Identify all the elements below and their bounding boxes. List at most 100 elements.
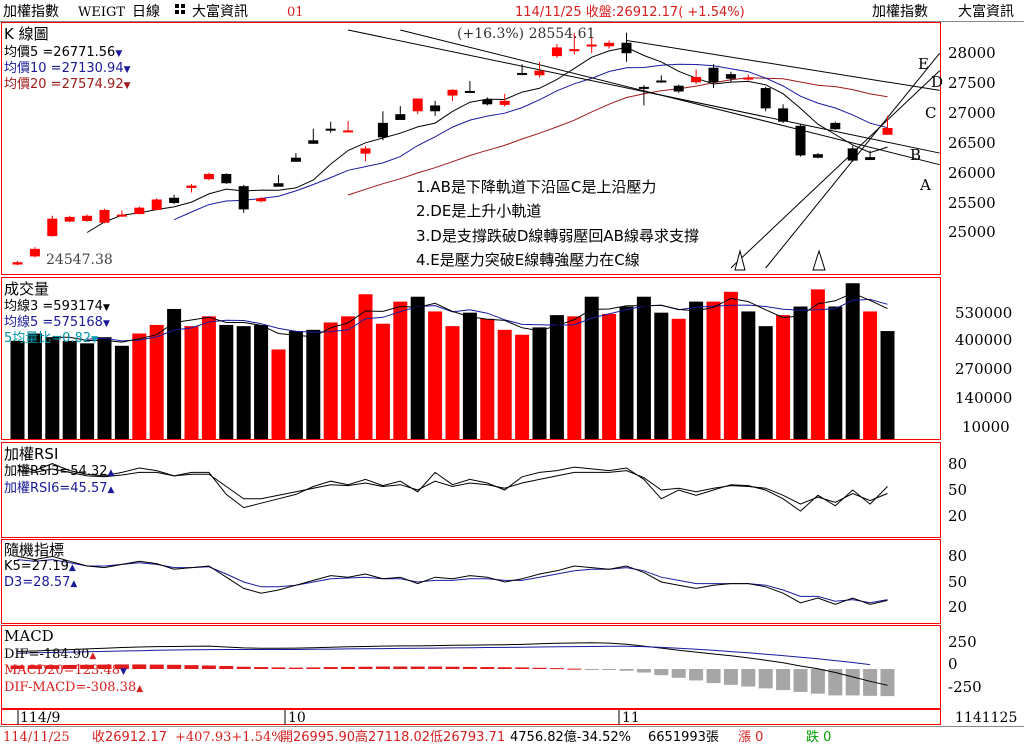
- macd-histogram-bar: [167, 664, 182, 669]
- dif-label: DIF=-184.90▲: [4, 647, 96, 662]
- macd-histogram-bar: [758, 669, 773, 689]
- volume-bar: [167, 308, 182, 439]
- macd-histogram-bar: [828, 669, 843, 696]
- candle-body: [656, 80, 667, 83]
- macd-histogram-bar: [880, 669, 895, 697]
- macd-legend: MACD DIF=-184.90▲ MACD20=123.48▼ DIF-MAC…: [4, 627, 143, 695]
- macd-histogram-bar: [201, 665, 216, 669]
- volume-ma3-line: [52, 292, 888, 343]
- volume-bar: [97, 337, 112, 439]
- macd-histogram-bar: [27, 665, 42, 669]
- candle-body: [517, 72, 528, 75]
- volume-bar: [567, 316, 582, 439]
- macd-histogram-bar: [810, 669, 825, 694]
- x-axis: 114/9 10 11 1141125: [17, 710, 1017, 726]
- kd-ytick: 50: [948, 573, 967, 591]
- volume-bars: [10, 283, 895, 439]
- footer-up: 漲 0: [738, 730, 763, 745]
- triangle-marker-2: [812, 249, 826, 271]
- kline-title: K 線圖: [4, 25, 49, 43]
- candle-body: [29, 248, 40, 257]
- x-tick-label: 10: [288, 710, 306, 726]
- volume-bar: [323, 322, 338, 439]
- macd-histogram-bar: [584, 669, 599, 670]
- k5-line: [17, 555, 888, 605]
- kd-panel: [1, 539, 941, 624]
- footer-volume: 6651993張: [648, 730, 719, 745]
- macd-histogram-bar: [532, 667, 547, 669]
- line-label-a: A: [919, 176, 931, 194]
- volume-bar: [114, 345, 129, 439]
- header-tab[interactable]: 01: [287, 5, 304, 20]
- volume-bar: [219, 324, 234, 439]
- kline-ytick: 28000: [948, 44, 996, 62]
- macd-histogram-bar: [114, 664, 129, 669]
- x-axis-panel: [1, 709, 941, 725]
- candle-body: [64, 216, 75, 222]
- footer-amount: 4756.82億-34.52%: [510, 729, 631, 745]
- note-4: 4.E是壓力突破E線轉強壓力在C線: [416, 251, 640, 269]
- candle-body: [743, 77, 754, 80]
- ma20-line: [347, 77, 888, 196]
- macd-histogram-bar: [254, 667, 269, 669]
- grid-icon[interactable]: [175, 4, 185, 14]
- header-period[interactable]: 日線: [132, 4, 160, 20]
- volume-bar: [845, 283, 860, 439]
- candle-body: [273, 183, 284, 187]
- candle-body: [586, 44, 597, 47]
- macd-histogram-bar: [549, 668, 564, 670]
- candle-body: [499, 100, 510, 105]
- x-tick-label: 114/9: [20, 710, 60, 726]
- candle-body: [482, 99, 493, 105]
- candle-body: [360, 148, 371, 154]
- candles: [12, 32, 893, 266]
- macd-histogram-bar: [515, 667, 530, 669]
- volume-bar: [27, 333, 42, 439]
- kline-ytick: 27000: [948, 104, 996, 122]
- candle-body: [99, 209, 110, 223]
- kd-ytick: 20: [948, 598, 967, 616]
- volume-bar: [863, 311, 878, 439]
- kline-panel: [1, 22, 941, 275]
- vol-ratio-label: 5均量比=0.82▼: [4, 331, 98, 346]
- candle-body: [708, 67, 719, 83]
- candle-body: [412, 98, 423, 112]
- osc-label: DIF-MACD=-308.38▲: [4, 680, 143, 695]
- candle-body: [116, 214, 127, 217]
- macd-histogram-bar: [375, 666, 390, 669]
- candle-body: [151, 199, 162, 210]
- volume-bar: [723, 291, 738, 439]
- vol-ma3-label: 均線3 =593174▼: [4, 298, 110, 314]
- candle-body: [534, 70, 545, 76]
- k5-label: K5=27.19▲: [4, 559, 76, 574]
- volume-bar: [602, 313, 617, 439]
- macd-histogram-bar: [689, 669, 704, 681]
- macd-histogram-bar: [341, 666, 356, 669]
- kd-title: 隨機指標: [4, 541, 64, 559]
- rsi6-label: 加權RSI6=45.57▲: [4, 481, 115, 496]
- trend-line-c: [626, 39, 940, 91]
- rsi6-line: [17, 468, 888, 505]
- volume-title: 成交量: [4, 280, 49, 298]
- footer-bar: 114/11/25 收26912.17 +407.93+1.54% 開26995…: [0, 726, 1024, 745]
- rsi-legend: 加權RSI 加權RSI3=54.32▲ 加權RSI6=45.57▲: [4, 445, 115, 496]
- volume-bar: [375, 323, 390, 439]
- macd-histogram-bar: [445, 666, 460, 669]
- footer-close: 收26912.17: [92, 730, 167, 745]
- volume-bar: [410, 296, 425, 439]
- kline-yaxis: 28000 27500 27000 26500 26000 25500 2500…: [948, 44, 996, 241]
- candle-body: [882, 127, 893, 135]
- candle-body: [725, 74, 736, 79]
- candle-body: [691, 77, 702, 83]
- macd-histogram-bar: [845, 669, 860, 696]
- d3-line: [17, 559, 888, 604]
- header-right-title: 加權指數: [872, 4, 928, 20]
- volume-bar: [741, 311, 756, 439]
- kd-ytick: 80: [948, 547, 967, 565]
- macd-histogram-bar: [219, 666, 234, 669]
- volume-bar: [497, 329, 512, 439]
- line-label-d: D: [931, 73, 943, 91]
- macd-histogram-bar: [236, 666, 251, 669]
- kline-ytick: 26000: [948, 164, 996, 182]
- macd-histogram-bar: [410, 666, 425, 669]
